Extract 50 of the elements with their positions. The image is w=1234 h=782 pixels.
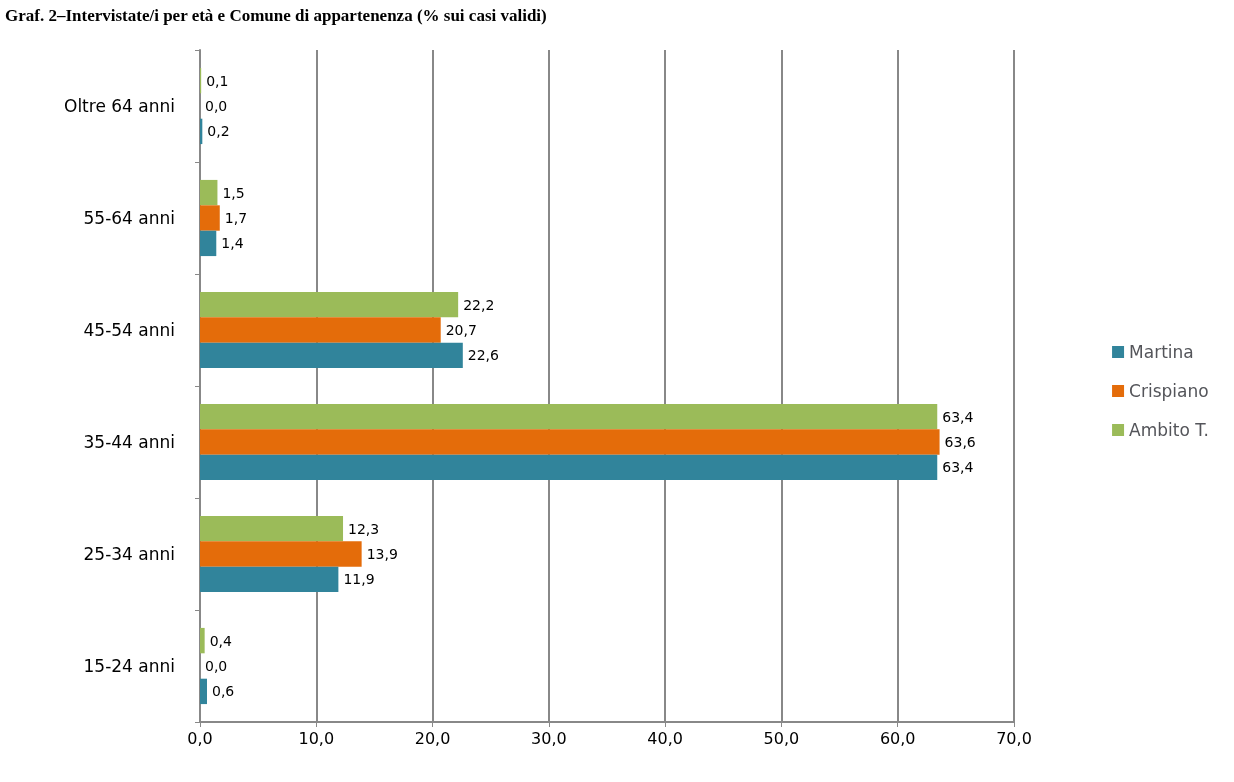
y-tick-label: Oltre 64 anni bbox=[64, 96, 175, 116]
data-label: 63,4 bbox=[942, 459, 974, 476]
data-label: 0,0 bbox=[205, 658, 228, 674]
y-tick-label: 55-64 anni bbox=[83, 208, 175, 228]
x-tick-label: 70,0 bbox=[996, 728, 1032, 748]
data-label: 22,2 bbox=[463, 296, 495, 313]
bar bbox=[200, 566, 339, 593]
data-label: 1,5 bbox=[222, 184, 245, 201]
bar bbox=[200, 515, 344, 542]
y-tick-label: 25-34 anni bbox=[83, 544, 175, 564]
bar bbox=[200, 678, 207, 705]
bar bbox=[200, 541, 362, 567]
bar bbox=[200, 230, 217, 257]
data-label: 0,2 bbox=[207, 123, 230, 140]
chart-title: Graf. 2–Intervistate/i per età e Comune di appartenenza (% sui casi validi) bbox=[5, 6, 547, 25]
data-label: 63,4 bbox=[942, 408, 974, 425]
data-label: 0,6 bbox=[211, 683, 235, 700]
bar bbox=[200, 627, 205, 654]
x-tick-label: 30,0 bbox=[531, 728, 567, 748]
y-tick-label: 15-24 anni bbox=[83, 656, 175, 676]
x-tick-label: 40,0 bbox=[647, 728, 683, 748]
bar bbox=[200, 205, 220, 231]
data-label: 20,7 bbox=[445, 322, 477, 338]
legend-label: Martina bbox=[1129, 342, 1194, 362]
data-label: 1,4 bbox=[221, 235, 244, 252]
x-tick-label: 20,0 bbox=[414, 728, 451, 748]
bar bbox=[200, 179, 218, 206]
data-label: 1,7 bbox=[224, 210, 248, 226]
bar bbox=[200, 317, 441, 343]
x-tick-label: 50,0 bbox=[763, 728, 800, 748]
data-label: 63,6 bbox=[944, 434, 976, 450]
data-label: 13,9 bbox=[366, 546, 398, 562]
bar bbox=[200, 454, 938, 481]
data-label: 11,9 bbox=[343, 571, 375, 588]
x-tick-label: 60,0 bbox=[879, 728, 916, 748]
data-label: 12,3 bbox=[348, 520, 380, 537]
legend-label: Ambito T. bbox=[1129, 420, 1210, 440]
data-label: 22,6 bbox=[467, 347, 500, 364]
legend-label: Crispiano bbox=[1129, 381, 1209, 401]
data-label: 0,0 bbox=[205, 98, 228, 114]
bar bbox=[200, 342, 463, 369]
data-label: 0,4 bbox=[209, 632, 233, 649]
x-tick-label: 0,0 bbox=[187, 728, 213, 748]
y-tick-label: 45-54 anni bbox=[83, 320, 175, 340]
bar bbox=[200, 291, 459, 318]
bar bbox=[200, 429, 940, 455]
y-tick-label: 35-44 anni bbox=[83, 432, 175, 452]
x-tick-label: 10,0 bbox=[298, 728, 335, 748]
data-label: 0,1 bbox=[206, 72, 229, 89]
bar bbox=[200, 403, 938, 430]
